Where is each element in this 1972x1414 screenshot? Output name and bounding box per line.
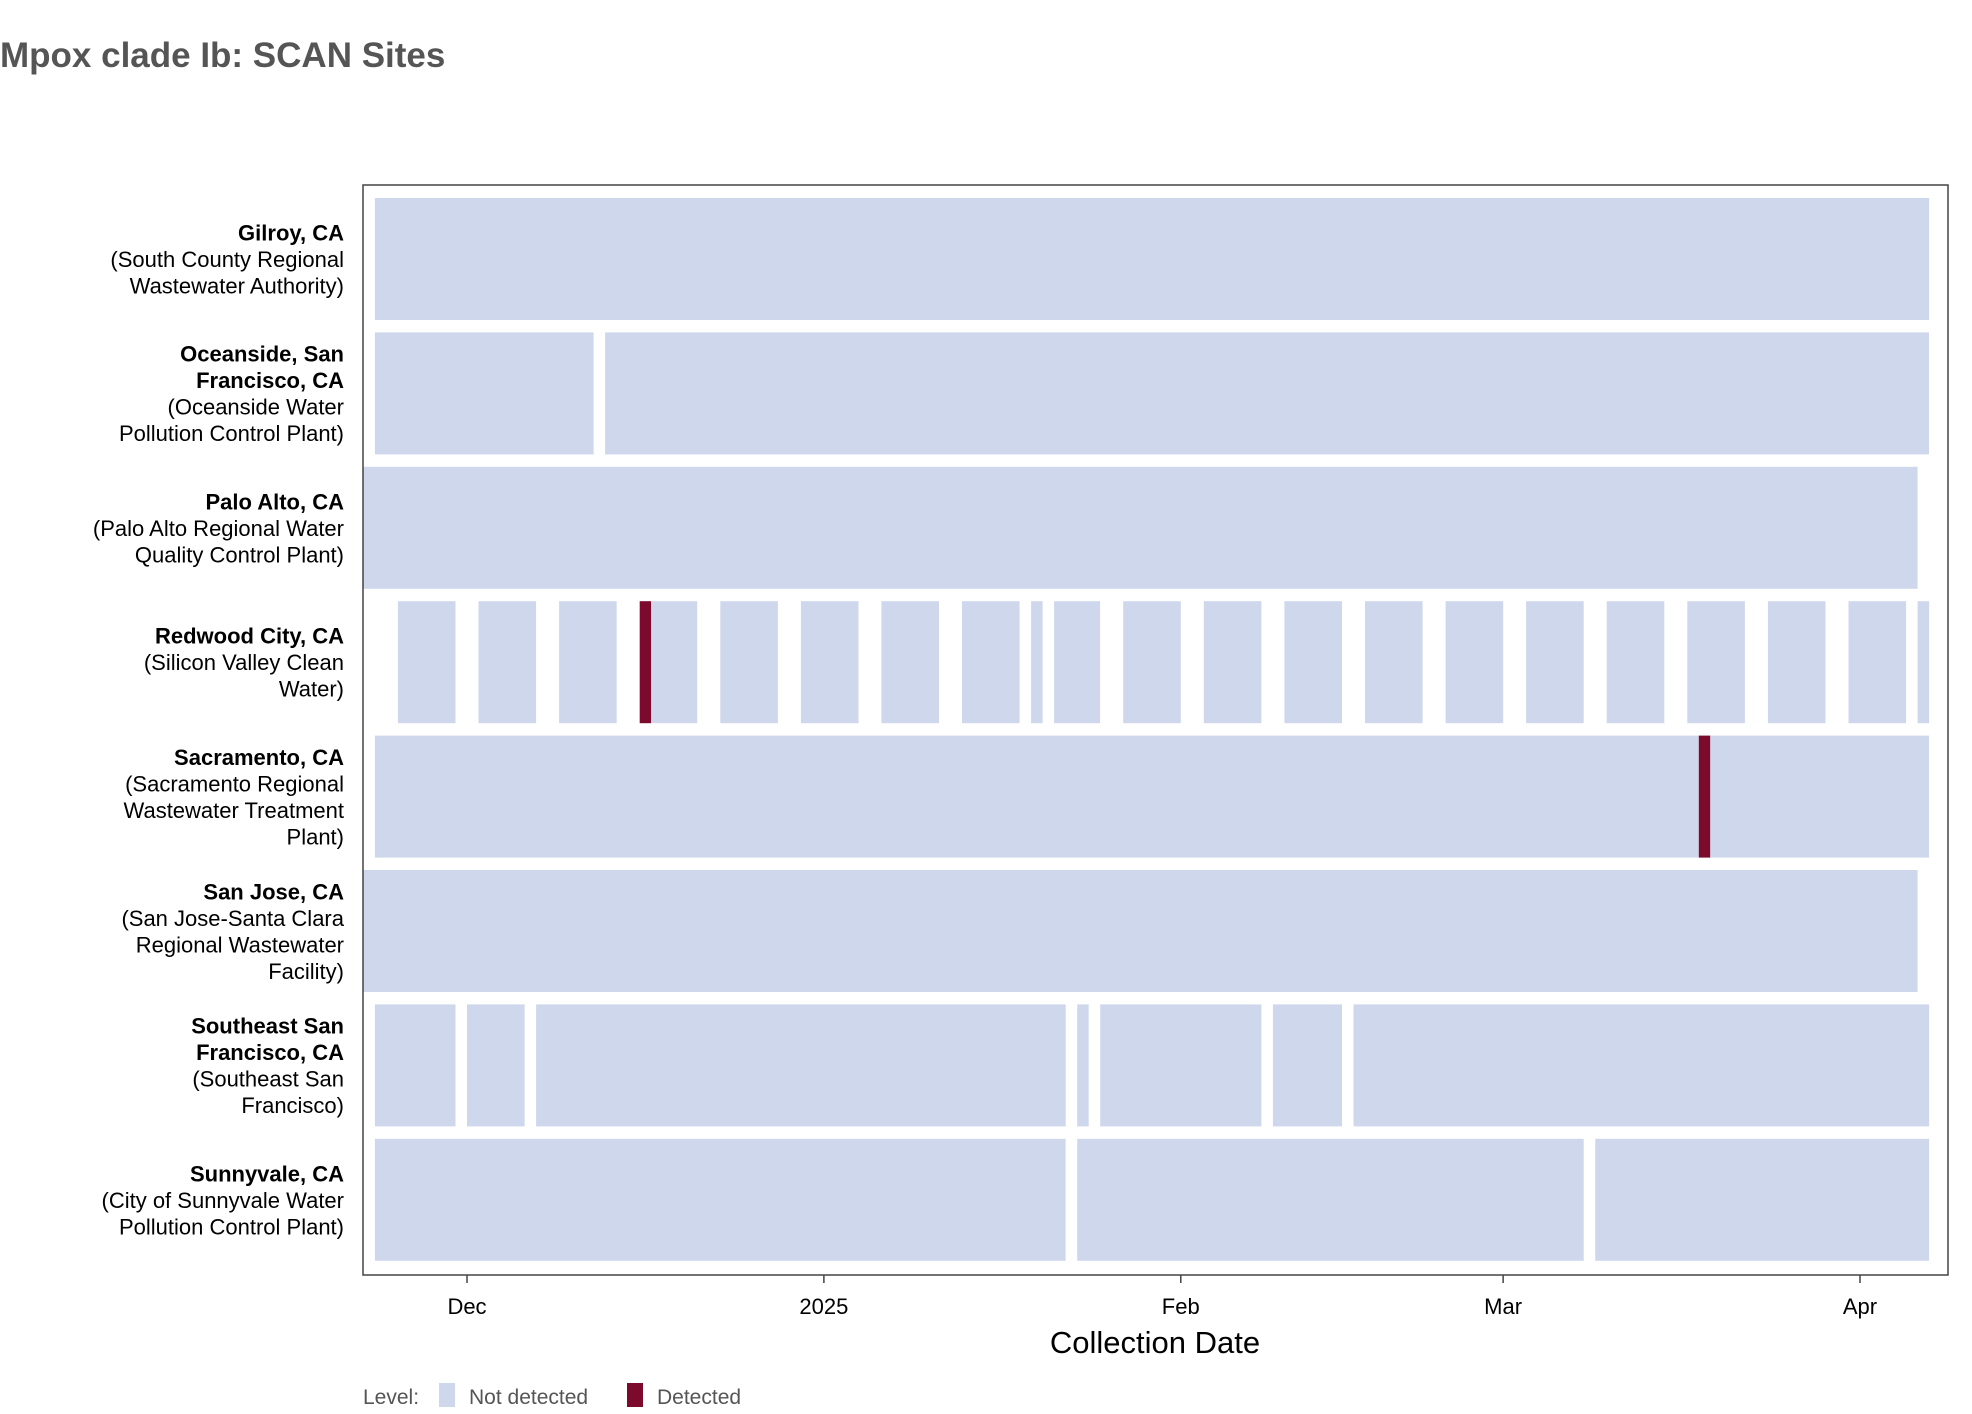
sample-bar: Not detected [559,601,617,724]
legend: Level: Not detected Detected [363,1383,741,1409]
legend-label-not-detected: Not detected [469,1386,588,1409]
sample-bar: Not detected [363,870,1918,992]
sample-bar: Not detected [1054,601,1101,724]
site-label-sunnyvale-ca: Sunnyvale, CA (City of Sunnyvale Water Pol… [102,1161,345,1239]
legend-swatch-detected [627,1383,643,1407]
sample-bar: Not detected [363,466,1918,589]
sample-bar: Not detected [800,601,859,724]
site-row-san-jose-ca: Not detected [363,870,1918,992]
sample-bar: Not detected [605,332,1929,455]
sample-bar: Not detected [1365,601,1423,724]
site-row-redwood-city-ca: Not detectedNot detectedNot detectedDete… [397,601,1930,724]
sample-bar: Not detected [478,601,537,724]
site-row-gilroy-ca: Not detected [374,198,1930,320]
site-label-sacramento-ca: Sacramento, CA (Sacramento Regional Wastew… [124,745,345,850]
sample-bar: Not detected [1848,601,1907,724]
sample-bar: Not detected [1687,601,1745,724]
site-label-san-jose-ca: San Jose, CA (San Jose-Santa Clara Regiona… [121,879,344,984]
sample-bar: Not detected [1077,1138,1584,1261]
x-tick-label: Mar [1484,1294,1522,1319]
site-row-palo-alto-ca: Not detected [363,466,1918,589]
sample-bar: Not detected [720,601,778,724]
legend-label-detected: Detected [657,1386,741,1409]
sample-bar: Not detected [1100,1004,1262,1127]
sample-bar: Not detected [1917,601,1930,724]
sample-bar: Not detected [1284,601,1342,724]
x-axis-title: Collection Date [1050,1325,1260,1360]
sample-bar: Not detected [536,1004,1066,1127]
sample-bar: Not detected [1767,601,1826,724]
sample-bar: Not detected [1526,601,1584,724]
sample-bar: Not detected [1710,735,1929,858]
site-row-sunnyvale-ca: Not detectedNot detectedNot detected [374,1138,1930,1261]
sample-bar: Not detected [374,1138,1066,1261]
site-label-oceanside-san-francisco-ca: Oceanside, San Francisco, CA (Oceanside Wa… [119,342,344,447]
site-label-palo-alto-ca: Palo Alto, CA (Palo Alto Regional Water Qu… [93,489,344,567]
sample-bar: Not detected [374,735,1699,858]
site-row-sacramento-ca: Not detectedDetectedNot detected [374,735,1929,858]
x-tick-label: Apr [1843,1294,1877,1319]
x-axis: Dec 2025 Feb Mar Apr [447,1275,1877,1319]
x-tick-label: Dec [447,1294,486,1319]
site-row-southeast-san-francisco-ca: Not detectedNot detectedNot detectedNot … [374,1004,1930,1127]
plot-frame [362,184,1949,1276]
x-tick-label: Feb [1162,1294,1200,1319]
sample-bar: Not detected [651,601,698,724]
site-labels: Gilroy, CA (South County Regional Wastewat… [93,221,345,1240]
sample-bar: Detected [1698,735,1711,858]
site-label-southeast-san-francisco-ca: Southeast San Francisco, CA (Southeast San… [191,1014,344,1119]
sample-bar: Not detected [1606,601,1665,724]
sample-bar: Not detected [1203,601,1262,724]
sample-bar: Not detected [1077,1004,1089,1127]
sample-bar: Not detected [467,1004,525,1127]
site-label-gilroy-ca: Gilroy, CA (South County Regional Wastewat… [110,221,344,299]
legend-title: Level: [363,1386,419,1409]
x-tick-label: 2025 [799,1294,848,1319]
sample-bar: Not detected [1272,1004,1342,1127]
sample-bar: Not detected [1353,1004,1930,1127]
sample-bar: Not detected [962,601,1020,724]
sample-bar: Not detected [1595,1138,1930,1261]
sample-bar: Not detected [397,601,456,724]
sample-bar: Not detected [374,198,1930,320]
sample-bar: Not detected [374,332,594,455]
sample-bar: Detected [639,601,652,724]
chart-title: Mpox clade Ib: SCAN Sites [0,36,446,75]
sample-bar: Not detected [374,1004,456,1127]
sample-bar: Not detected [1445,601,1504,724]
legend-swatch-not-detected [439,1383,455,1407]
site-row-oceanside-san-francisco-ca: Not detectedNot detected [374,332,1929,455]
sample-bar: Not detected [881,601,939,724]
site-rows: Not detectedNot detectedNot detectedNot … [363,198,1930,1261]
sample-bar: Not detected [1123,601,1181,724]
site-label-redwood-city-ca: Redwood City, CA (Silicon Valley Clean Wat… [144,624,344,702]
sample-bar: Not detected [1031,601,1043,724]
